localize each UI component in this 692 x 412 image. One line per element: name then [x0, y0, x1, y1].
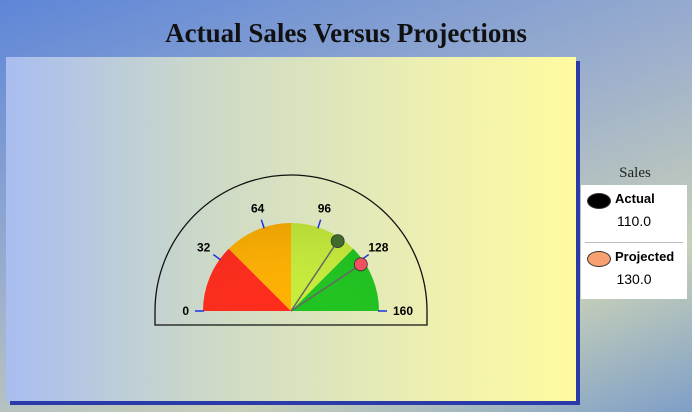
chart-title: Actual Sales Versus Projections	[165, 18, 527, 48]
gauge-tick-96	[317, 219, 322, 229]
gauge-frame	[154, 174, 428, 326]
legend-swatch-projected	[587, 251, 611, 267]
legend-swatch-actual	[587, 193, 611, 209]
gauge-tick-label-160: 160	[393, 304, 413, 318]
gauge-tick-label-128: 128	[368, 241, 388, 255]
gauge-tick-label-64: 64	[251, 201, 265, 215]
gauge-tick-label-0: 0	[182, 304, 189, 318]
gauge-sheen	[203, 223, 379, 311]
gauge-tick-label-32: 32	[197, 241, 211, 255]
legend-label-actual: Actual	[615, 191, 655, 206]
needle-actual	[290, 240, 339, 312]
legend-divider	[585, 242, 683, 243]
legend-value-actual: 110.0	[617, 213, 651, 229]
needle-marker-actual	[330, 234, 345, 249]
legend-item-projected: Projected 130.0	[581, 243, 687, 299]
legend: Actual 110.0 Projected 130.0	[581, 185, 687, 299]
gauge-tick-label-96: 96	[318, 201, 332, 215]
legend-value-projected: 130.0	[616, 271, 652, 287]
gauge-chart: 0 32 64 96 128 160	[154, 174, 428, 326]
gauge-tick-32	[212, 253, 222, 261]
needle-marker-projected	[353, 257, 368, 272]
plot-area: 0 32 64 96 128 160	[6, 57, 576, 401]
legend-title: Sales	[619, 165, 651, 181]
legend-label-projected: Projected	[615, 249, 675, 264]
gauge-tick-64	[260, 219, 265, 229]
needle-projected	[290, 263, 362, 312]
legend-item-actual: Actual 110.0	[581, 185, 687, 241]
